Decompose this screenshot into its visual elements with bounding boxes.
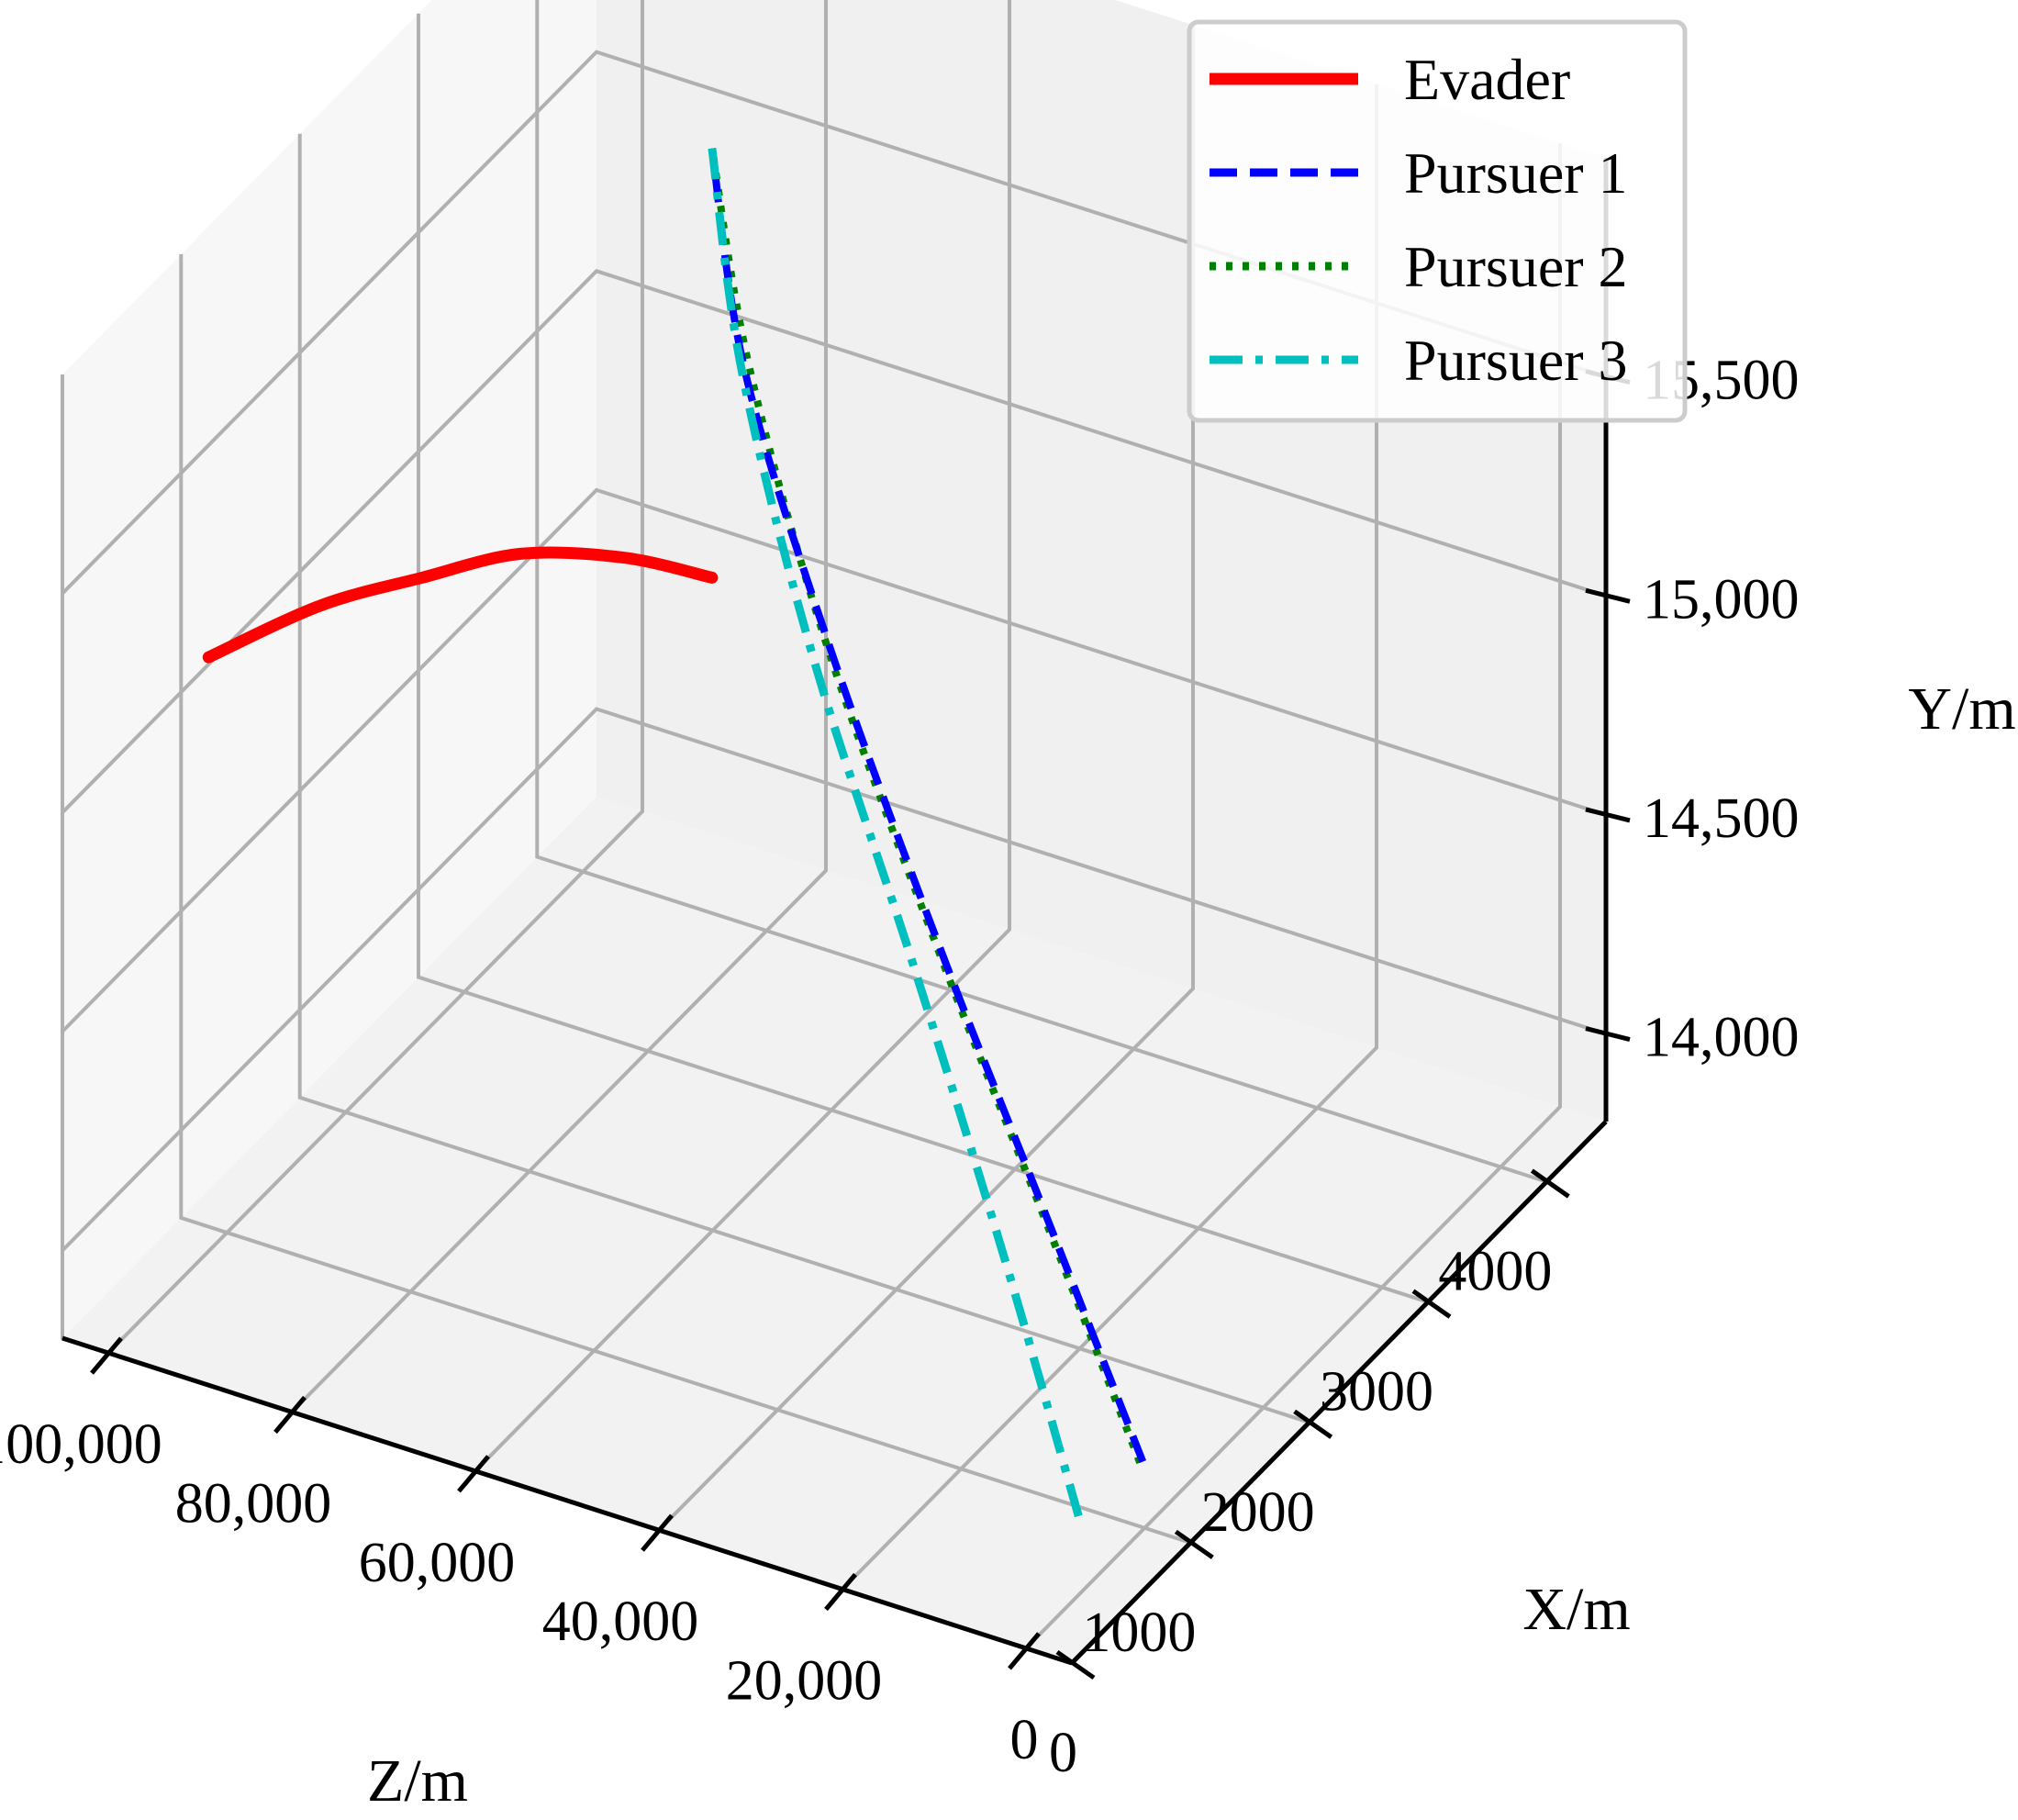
- z-tick-2: [641, 1513, 674, 1552]
- legend: Evader Pursuer 1 Pursuer 2 Pursuer 3: [1187, 19, 1688, 423]
- series-line-pursuer-3: [708, 148, 1083, 1518]
- y-tick-label-2: 15,000: [1643, 568, 1800, 631]
- x-tick-label-4: 4000: [1438, 1241, 1552, 1303]
- z-tick-5: [90, 1336, 123, 1375]
- legend-label-pursuer-2: Pursuer 2: [1404, 234, 1628, 299]
- grid-line-y-2: [61, 269, 1607, 814]
- legend-label-pursuer-1: Pursuer 1: [1404, 140, 1628, 206]
- x-tick-label-3: 3000: [1320, 1361, 1433, 1424]
- tick-labels: 020,00040,00060,00080,000100,00001000200…: [0, 350, 1800, 1784]
- z-axis-line: [61, 1335, 1073, 1666]
- y-axis-label: Y/m: [1908, 676, 2015, 743]
- grid-line-z-0: [1024, 142, 1562, 1650]
- y-tick-1: [1585, 807, 1631, 823]
- grid-line-x-3: [417, 13, 1429, 1304]
- grid-line-z-3: [474, 0, 1011, 1473]
- z-tick-label-4: 80,000: [175, 1472, 332, 1535]
- x-tick-3: [1411, 1289, 1452, 1319]
- x-axis-label: X/m: [1522, 1576, 1630, 1643]
- legend-label-evader: Evader: [1404, 47, 1570, 112]
- x-tick-4: [1530, 1168, 1570, 1199]
- z-tick-label-3: 60,000: [359, 1532, 516, 1594]
- tick-marks: [90, 369, 1631, 1680]
- y-tick-label-0: 14,000: [1643, 1007, 1800, 1069]
- legend-box: [1187, 19, 1688, 423]
- z-tick-1: [824, 1572, 857, 1612]
- x-tick-label-1: 1000: [1082, 1602, 1196, 1664]
- x-tick-label-0: 0: [1049, 1722, 1077, 1784]
- series-layer: [202, 148, 1147, 1518]
- legend-label-pursuer-3: Pursuer 3: [1404, 328, 1628, 393]
- left-pane: [62, 0, 596, 1338]
- z-tick-label-0: 0: [1010, 1709, 1039, 1771]
- x-tick-1: [1174, 1529, 1214, 1559]
- x-tick-0: [1055, 1649, 1096, 1680]
- floor-pane: [62, 797, 1606, 1663]
- z-tick-label-1: 20,000: [726, 1650, 883, 1713]
- z-tick-4: [273, 1395, 307, 1435]
- grid-line-x-1: [179, 253, 1191, 1545]
- z-tick-0: [1008, 1632, 1041, 1670]
- grid-line-z-5: [106, 0, 644, 1355]
- x-axis-line: [1070, 1120, 1608, 1665]
- z-tick-label-5: 100,000: [0, 1413, 162, 1476]
- z-tick-3: [457, 1455, 490, 1493]
- grid-line-y-0: [61, 707, 1607, 1252]
- z-tick-label-2: 40,000: [542, 1591, 699, 1653]
- y-tick-label-1: 14,500: [1643, 787, 1800, 850]
- grid-line-y-1: [61, 487, 1607, 1033]
- series-line-evader: [202, 546, 719, 664]
- grid-line-z-4: [290, 0, 828, 1413]
- x-tick-label-2: 2000: [1201, 1481, 1315, 1544]
- x-tick-2: [1293, 1409, 1333, 1439]
- y-tick-2: [1585, 587, 1631, 604]
- grid-line-x-2: [297, 133, 1310, 1424]
- z-axis-label: Z/m: [367, 1747, 468, 1814]
- grid-line-x-4: [535, 0, 1547, 1184]
- y-tick-0: [1585, 1026, 1631, 1042]
